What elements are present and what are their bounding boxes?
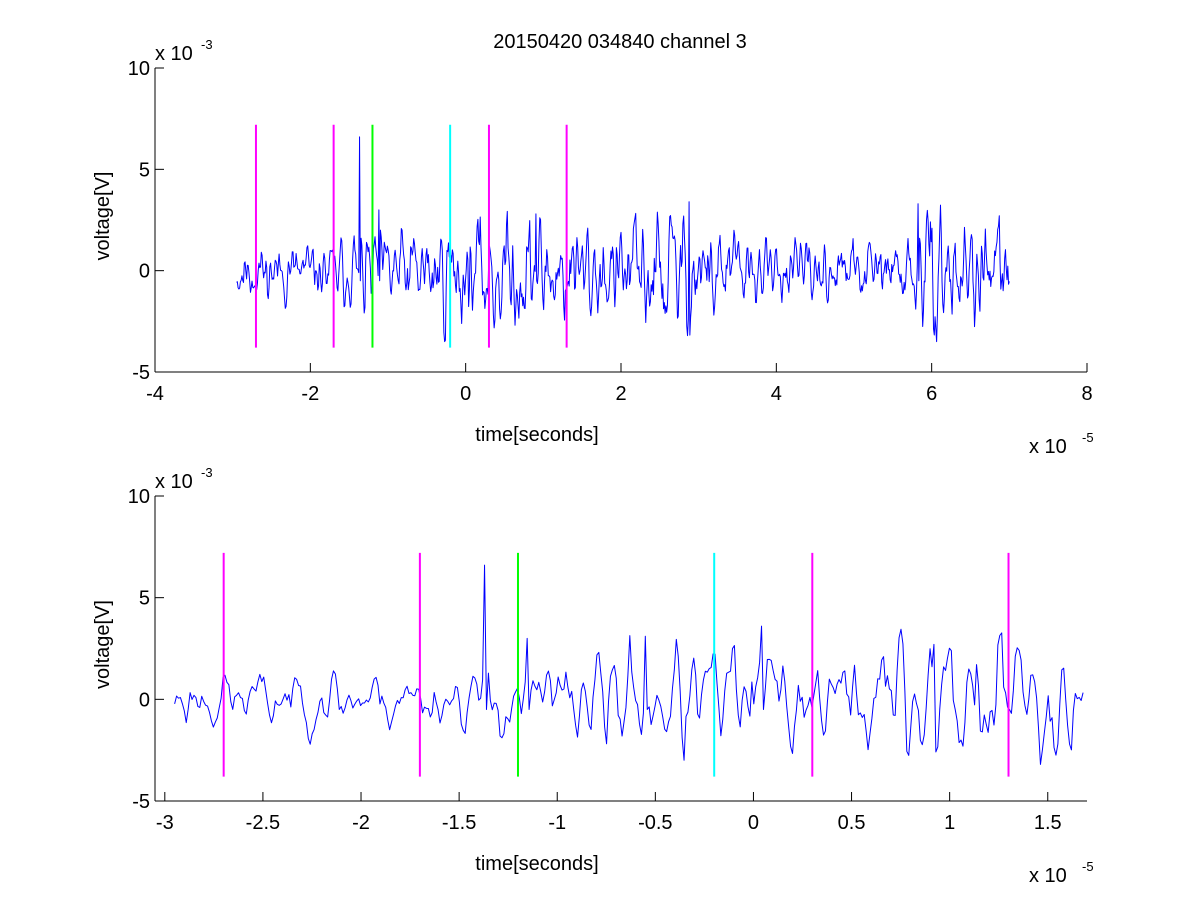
x-scale-exponent: -5: [1082, 859, 1094, 874]
y-tick-label: 10: [128, 58, 150, 80]
y-tick-label: 10: [128, 486, 150, 508]
figure-title: 20150420 034840 channel 3: [493, 31, 747, 53]
x-tick-label: 2: [615, 383, 626, 405]
y-scale-label: x 10: [155, 43, 193, 65]
x-tick-label: 0: [748, 812, 759, 834]
x-tick-label: -2: [352, 812, 370, 834]
y-tick-label: 5: [139, 159, 150, 181]
x-tick-label: -4: [146, 383, 164, 405]
signal-trace: [174, 564, 1084, 765]
x-axis-label: time[seconds]: [475, 853, 598, 875]
plots: -4 -2 0 2 4 6 8-50510time[seconds]voltage[V]x …: [92, 37, 1094, 887]
chart-1: -4 -2 0 2 4 6 8 -5 0 5 10 time[seconds] voltage[V] x …: [92, 37, 1094, 458]
x-tick-label: 6: [926, 383, 937, 405]
x-tick-label: -0.5: [638, 812, 672, 834]
signal-trace: [236, 136, 1010, 343]
x-axis-label: time[seconds]: [475, 424, 598, 446]
x-scale-label: x 10: [1029, 865, 1067, 887]
x-tick-label: -1: [548, 812, 566, 834]
y-tick-label: -5: [132, 362, 150, 384]
y-scale-exponent: -3: [201, 37, 213, 52]
x-tick-label: 4: [771, 383, 782, 405]
x-tick-label: 0.5: [838, 812, 866, 834]
x-tick-label: 1: [944, 812, 955, 834]
y-scale-exponent: -3: [201, 465, 213, 480]
chart-2: -3 -2.5 -2 -1.5 -1 -0.5 0 0.5 1 1.5 -5 0 5 10 time[sec…: [92, 465, 1094, 887]
y-axis-label: voltage[V]: [92, 600, 114, 689]
x-tick-label: 1.5: [1034, 812, 1062, 834]
x-tick-label: -1.5: [442, 812, 476, 834]
x-tick-label: 8: [1081, 383, 1092, 405]
x-tick-label: -3: [156, 812, 174, 834]
y-tick-label: -5: [132, 791, 150, 813]
y-scale-label: x 10: [155, 471, 193, 493]
x-tick-label: 0: [460, 383, 471, 405]
x-scale-exponent: -5: [1082, 430, 1094, 445]
x-tick-label: -2: [301, 383, 319, 405]
y-tick-label: 0: [139, 689, 150, 711]
y-tick-label: 5: [139, 588, 150, 610]
y-axis-label: voltage[V]: [92, 172, 114, 261]
y-tick-label: 0: [139, 261, 150, 283]
x-scale-label: x 10: [1029, 436, 1067, 458]
x-tick-label: -2.5: [246, 812, 280, 834]
